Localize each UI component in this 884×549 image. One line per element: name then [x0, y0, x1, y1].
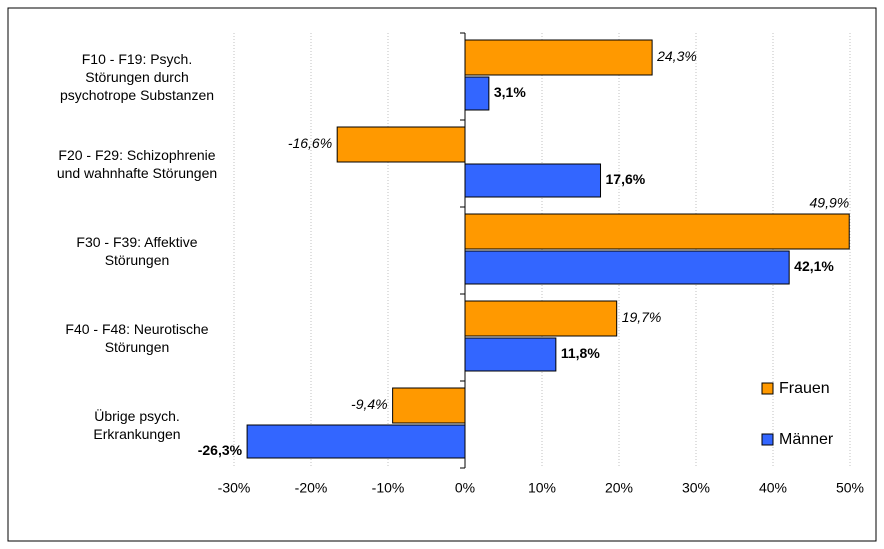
- legend-swatch: [761, 433, 774, 446]
- bar: [336, 126, 466, 163]
- legend-swatch: [761, 382, 774, 395]
- category-label: F40 - F48: Neurotische Störungen: [65, 320, 209, 355]
- bar: [464, 300, 618, 337]
- data-label: -26,3%: [198, 442, 243, 458]
- bar: [464, 337, 557, 372]
- x-tick-label: 0%: [455, 480, 475, 496]
- data-label: 42,1%: [794, 258, 834, 274]
- bar: [246, 424, 466, 459]
- x-tick-label: -10%: [372, 480, 405, 496]
- data-label: 17,6%: [606, 171, 646, 187]
- legend-label: Männer: [779, 431, 834, 448]
- data-label: 19,7%: [622, 309, 662, 325]
- x-tick-label: 30%: [682, 480, 710, 496]
- x-tick-label: -30%: [218, 480, 251, 496]
- x-tick-label: 10%: [528, 480, 556, 496]
- data-label: -16,6%: [288, 135, 332, 151]
- data-label: 24,3%: [656, 48, 697, 64]
- category-label: F10 - F19: Psych. Störungen durch psycho…: [59, 50, 215, 103]
- x-tick-label: 40%: [759, 480, 787, 496]
- data-label: 49,9%: [810, 195, 850, 211]
- x-tick-label: 50%: [836, 480, 864, 496]
- bar: [464, 163, 602, 198]
- category-label: F30 - F39: Affektive Störungen: [76, 233, 198, 268]
- x-tick-label: -20%: [295, 480, 328, 496]
- category-label: F20 - F29: Schizophrenie und wahnhafte S…: [56, 146, 218, 181]
- bar: [392, 387, 466, 424]
- x-tick-label: 20%: [605, 480, 633, 496]
- bar: [464, 39, 653, 76]
- bar: [464, 213, 850, 250]
- bar: [464, 76, 490, 111]
- legend-label: Frauen: [779, 380, 830, 397]
- data-label: -9,4%: [351, 396, 388, 412]
- bar: [464, 250, 790, 285]
- category-label: Übrige psych. Erkrankungen: [93, 407, 181, 442]
- data-label: 11,8%: [561, 345, 600, 361]
- data-label: 3,1%: [494, 84, 526, 100]
